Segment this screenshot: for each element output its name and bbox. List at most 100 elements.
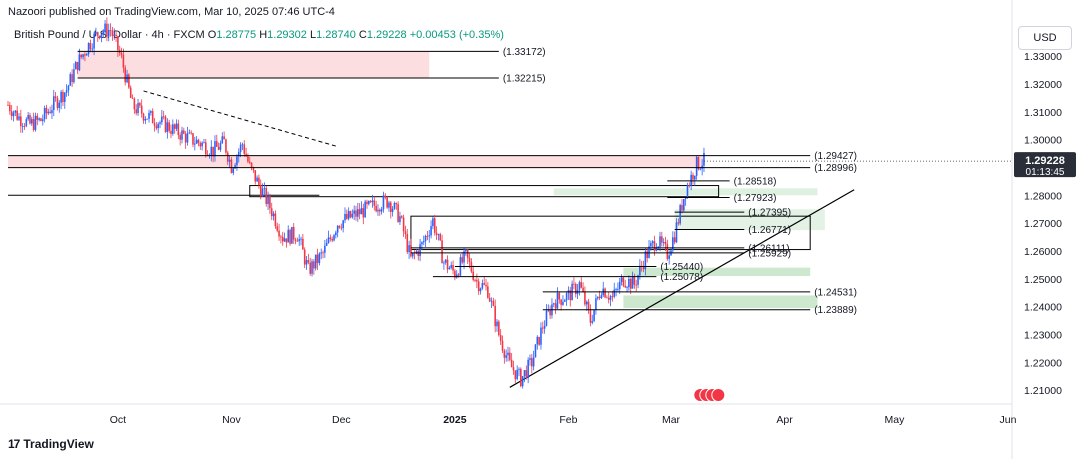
candle-body bbox=[140, 105, 143, 114]
candle-body bbox=[131, 97, 134, 99]
candle-body bbox=[386, 197, 388, 208]
time-axis[interactable]: Oct Nov Dec 2025 Feb Mar Apr May Jun bbox=[0, 403, 1017, 426]
candle-body bbox=[256, 177, 258, 182]
candle-body bbox=[532, 357, 535, 367]
candle-body bbox=[23, 126, 26, 127]
candle-body bbox=[551, 304, 553, 316]
candle-body bbox=[639, 265, 641, 276]
levels-layer: (1.33172) (1.32215) (1.29427)(1.28996) (1.2… bbox=[8, 47, 1012, 316]
level-label: (1.29427) bbox=[814, 151, 857, 162]
candle-body bbox=[388, 202, 390, 208]
candle-body bbox=[322, 252, 324, 254]
trendlines-layer bbox=[143, 90, 855, 388]
candle-body bbox=[357, 209, 359, 217]
candle-body bbox=[703, 152, 705, 166]
candle-body bbox=[494, 305, 496, 327]
candle-body bbox=[562, 301, 564, 305]
candle-body bbox=[122, 54, 125, 68]
currency-button[interactable]: USD bbox=[1018, 26, 1072, 50]
candle-body bbox=[481, 283, 484, 289]
candle-body bbox=[346, 213, 348, 219]
candle-body bbox=[16, 110, 18, 120]
candle-body bbox=[629, 278, 632, 289]
candle-body bbox=[574, 283, 577, 295]
time-tick-label: Nov bbox=[222, 414, 241, 426]
event-flag bbox=[705, 388, 720, 402]
candle-body bbox=[313, 261, 315, 269]
candle-body bbox=[137, 103, 139, 114]
candle-body bbox=[184, 133, 187, 143]
price-tick-label: 1.26000 bbox=[1024, 246, 1062, 258]
candle-body bbox=[507, 352, 509, 356]
candle-body bbox=[659, 236, 661, 247]
candle-body bbox=[679, 205, 681, 224]
candle-body bbox=[287, 229, 290, 243]
candle-body bbox=[642, 266, 645, 270]
level-label: (1.25440) bbox=[660, 262, 703, 273]
candle-body bbox=[128, 74, 130, 88]
candle-body bbox=[648, 246, 650, 258]
box-1 bbox=[249, 185, 720, 198]
candle-body bbox=[435, 232, 438, 235]
candle-body bbox=[43, 107, 46, 120]
candle-body bbox=[602, 288, 605, 296]
candle-body bbox=[468, 257, 471, 262]
candle-body bbox=[151, 111, 154, 124]
candle-body bbox=[521, 376, 524, 387]
candle-body bbox=[543, 325, 546, 329]
candle-body bbox=[358, 209, 361, 215]
candle-body bbox=[371, 200, 374, 203]
candle-body bbox=[353, 210, 355, 214]
candle-body bbox=[695, 156, 698, 176]
candle-body bbox=[479, 288, 482, 292]
candle-body bbox=[523, 370, 526, 377]
candle-body bbox=[336, 225, 339, 233]
candle-body bbox=[281, 236, 284, 242]
candle-body bbox=[212, 146, 214, 157]
candle-body bbox=[593, 309, 595, 322]
candle-body bbox=[666, 244, 669, 259]
candle-body bbox=[692, 174, 694, 180]
candle-body bbox=[243, 144, 246, 154]
candle-body bbox=[549, 309, 551, 316]
candle-body bbox=[272, 213, 275, 217]
symbol-name[interactable]: British Pound / U.S. Dollar · 4h · FXCM bbox=[14, 29, 205, 41]
time-tick-label: Oct bbox=[110, 414, 126, 426]
candle-body bbox=[433, 218, 436, 233]
candle-body bbox=[670, 250, 672, 256]
candle-body bbox=[302, 238, 304, 250]
candle-body bbox=[179, 135, 181, 140]
publisher-line: Nazoori published on TradingView.com, Ma… bbox=[8, 6, 335, 18]
candle-body bbox=[190, 132, 192, 134]
level-label: (1.24531) bbox=[814, 287, 857, 298]
candle-body bbox=[672, 237, 674, 251]
candle-body bbox=[300, 238, 302, 240]
candle-body bbox=[373, 200, 376, 206]
tradingview-logo[interactable]: 17 TradingView bbox=[8, 437, 94, 451]
candle-body bbox=[514, 370, 517, 380]
brand-name: TradingView bbox=[23, 437, 94, 451]
candle-body bbox=[177, 123, 180, 136]
candle-body bbox=[305, 260, 308, 265]
candle-body bbox=[525, 370, 528, 379]
candle-body bbox=[342, 220, 344, 229]
zones-layer bbox=[8, 51, 825, 308]
demand-zone-4 bbox=[623, 295, 818, 308]
candle-body bbox=[12, 112, 15, 117]
candle-body bbox=[362, 208, 365, 218]
candle-body bbox=[87, 42, 90, 55]
candle-body bbox=[153, 123, 156, 126]
candle-body bbox=[686, 185, 689, 198]
level-label: (1.27395) bbox=[748, 208, 791, 219]
candle-body bbox=[9, 105, 11, 112]
candle-body bbox=[571, 283, 573, 301]
candle-body bbox=[569, 290, 572, 301]
candle-body bbox=[278, 230, 280, 237]
candle-body bbox=[192, 133, 194, 145]
candle-body bbox=[285, 238, 288, 243]
candle-body bbox=[518, 368, 520, 370]
candle-body bbox=[488, 297, 491, 302]
candle-body bbox=[516, 369, 518, 380]
price-axis[interactable]: 1.33000 1.32000 1.31000 1.30000 1.28000 1.270… bbox=[1011, 0, 1062, 459]
